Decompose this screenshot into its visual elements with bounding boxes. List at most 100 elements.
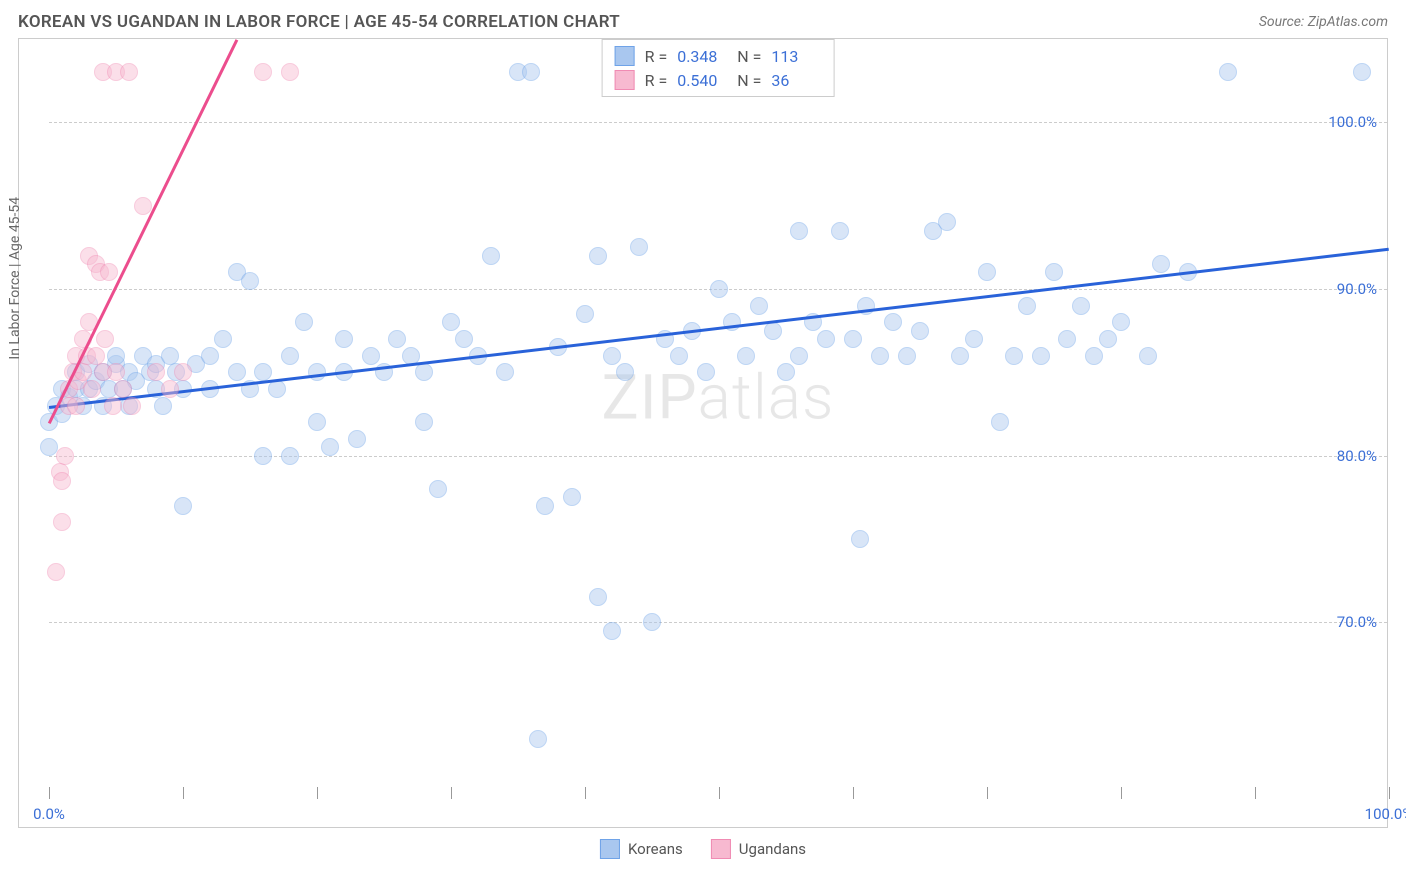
x-tick (49, 787, 50, 799)
data-point (154, 397, 172, 415)
data-point (1045, 263, 1063, 281)
x-tick (1121, 787, 1122, 799)
y-tick-label: 70.0% (1337, 613, 1377, 631)
r-value: 0.540 (677, 71, 727, 90)
data-point (281, 447, 299, 465)
stats-legend: R =0.348N =113R =0.540N =36 (602, 39, 835, 97)
n-label: N = (737, 47, 761, 66)
source-label: Source: ZipAtlas.com (1259, 14, 1388, 30)
data-point (750, 297, 768, 315)
data-point (87, 347, 105, 365)
data-point (335, 330, 353, 348)
data-point (214, 330, 232, 348)
swatch (711, 839, 731, 859)
data-point (161, 347, 179, 365)
data-point (53, 472, 71, 490)
data-point (710, 280, 728, 298)
data-point (1085, 347, 1103, 365)
data-point (482, 247, 500, 265)
x-tick (1389, 787, 1390, 799)
data-point (442, 313, 460, 331)
data-point (911, 322, 929, 340)
x-tick (719, 787, 720, 799)
data-point (1018, 297, 1036, 315)
data-point (254, 63, 272, 81)
data-point (53, 513, 71, 531)
data-point (104, 397, 122, 415)
n-value: 36 (771, 71, 821, 90)
stats-row: R =0.348N =113 (615, 44, 822, 68)
data-point (790, 222, 808, 240)
r-value: 0.348 (677, 47, 727, 66)
y-axis-title: In Labor Force | Age 45-54 (7, 197, 23, 360)
data-point (429, 480, 447, 498)
data-point (790, 347, 808, 365)
watermark: ZIPatlas (602, 362, 835, 435)
data-point (254, 363, 272, 381)
data-point (589, 588, 607, 606)
data-point (174, 497, 192, 515)
x-tick (1255, 787, 1256, 799)
swatch (615, 46, 635, 66)
data-point (415, 413, 433, 431)
data-point (201, 347, 219, 365)
data-point (388, 330, 406, 348)
legend-item: Ugandans (711, 839, 806, 859)
data-point (1099, 330, 1117, 348)
data-point (844, 330, 862, 348)
data-point (96, 330, 114, 348)
data-point (817, 330, 835, 348)
r-label: R = (645, 47, 668, 66)
data-point (643, 613, 661, 631)
data-point (107, 363, 125, 381)
data-point (536, 497, 554, 515)
gridline (49, 456, 1387, 457)
legend-label: Ugandans (739, 840, 806, 858)
data-point (67, 397, 85, 415)
data-point (123, 397, 141, 415)
data-point (1353, 63, 1371, 81)
legend-label: Koreans (628, 840, 683, 858)
data-point (1139, 347, 1157, 365)
x-tick (853, 787, 854, 799)
data-point (1005, 347, 1023, 365)
data-point (1112, 313, 1130, 331)
x-tick-label: 100.0% (1365, 805, 1406, 823)
data-point (107, 347, 125, 365)
data-point (254, 447, 272, 465)
data-point (884, 313, 902, 331)
gridline (49, 622, 1387, 623)
chart-title: KOREAN VS UGANDAN IN LABOR FORCE | AGE 4… (18, 12, 620, 32)
data-point (630, 238, 648, 256)
data-point (1219, 63, 1237, 81)
data-point (114, 380, 132, 398)
data-point (1072, 297, 1090, 315)
data-point (576, 305, 594, 323)
n-label: N = (737, 71, 761, 90)
data-point (831, 222, 849, 240)
gridline (49, 122, 1387, 123)
data-point (120, 63, 138, 81)
data-point (764, 322, 782, 340)
data-point (147, 363, 165, 381)
chart-container: In Labor Force | Age 45-54 ZIPatlas R =0… (18, 38, 1388, 828)
x-tick (317, 787, 318, 799)
swatch (615, 70, 635, 90)
data-point (737, 347, 755, 365)
data-point (1058, 330, 1076, 348)
x-tick (451, 787, 452, 799)
data-point (723, 313, 741, 331)
data-point (174, 363, 192, 381)
data-point (670, 347, 688, 365)
data-point (100, 263, 118, 281)
data-point (295, 313, 313, 331)
data-point (47, 563, 65, 581)
data-point (362, 347, 380, 365)
data-point (496, 363, 514, 381)
y-tick-label: 100.0% (1328, 113, 1377, 131)
data-point (563, 488, 581, 506)
data-point (851, 530, 869, 548)
data-point (777, 363, 795, 381)
data-point (616, 363, 634, 381)
bottom-legend: Koreans Ugandans (600, 839, 806, 859)
